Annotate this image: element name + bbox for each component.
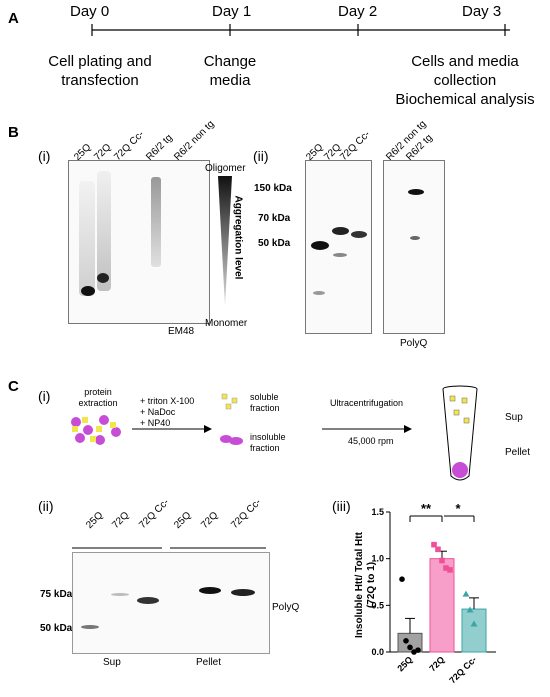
lane-label: 72Q (110, 509, 132, 531)
timeline-desc-2: Cells and media collection Biochemical a… (395, 53, 535, 108)
rpm-label: 45,000 rpm (348, 436, 394, 446)
arrow-2 (322, 425, 412, 433)
timeline-day-2: Day 2 (338, 3, 378, 20)
mw-label: 150 kDa (254, 183, 292, 194)
tube-pellet-label: Pellet (505, 447, 531, 458)
antibody-label-polyq-b: PolyQ (400, 338, 428, 349)
soluble-fraction-label: soluble fraction (250, 392, 280, 413)
timeline-day-3: Day 3 (462, 3, 502, 20)
data-point (439, 557, 445, 564)
mw-label: 50 kDa (258, 238, 291, 249)
blot-polyq-cells (305, 160, 372, 334)
x-tick-label: 72Q Cc- (447, 654, 478, 685)
oligomer-label: Oligomer (205, 163, 246, 174)
lane-group-lines (72, 547, 266, 549)
y-tick-label: 1.5 (371, 507, 384, 517)
significance-label: ** (421, 501, 432, 516)
data-point (470, 620, 478, 627)
x-tick-label: 72Q (427, 654, 446, 673)
timeline-axis (91, 24, 510, 36)
panel-c-iii-label: (iii) (332, 498, 351, 514)
panel-c-i-label: (i) (38, 388, 51, 404)
data-point (462, 590, 470, 597)
timeline-desc-1: Change media (203, 53, 257, 89)
panel-c-letter: C (8, 378, 19, 395)
data-point (431, 541, 437, 548)
blot-polyq-mice (383, 160, 445, 334)
lane-label: 72Q (199, 509, 221, 531)
panel-b-letter: B (8, 124, 19, 141)
blot-fractions (72, 552, 270, 654)
significance-label: * (455, 501, 461, 516)
mw-label: 75 kDa (40, 589, 73, 600)
ultracentrifugation-label: Ultracentrifugation (330, 398, 404, 408)
lane-label: 72Q Cc- (338, 128, 373, 163)
data-point (403, 638, 409, 644)
bar (429, 558, 455, 653)
soluble-icon (221, 393, 238, 410)
y-tick-label: 0.5 (371, 600, 384, 610)
panel-c-ii-label: (ii) (38, 498, 54, 514)
lane-label: R6/2 tg (144, 132, 175, 163)
lane-label: 72Q Cc- (137, 496, 172, 531)
timeline-day-0: Day 0 (70, 3, 110, 20)
panel-b-ii-label: (ii) (253, 148, 269, 164)
lane-label: 25Q (172, 509, 194, 531)
detergents-label: + triton X-100 + NaDoc + NP40 (140, 396, 195, 428)
aggregation-level-label: Aggregation level (232, 195, 244, 280)
arrow-1 (132, 425, 212, 433)
aggregation-wedge (218, 176, 232, 306)
insoluble-fraction-label: insoluble fraction (250, 432, 286, 453)
panel-a-letter: A (8, 10, 19, 27)
protein-extraction-label: protein extraction (78, 387, 118, 408)
data-point (407, 644, 413, 651)
lane-label: 25Q (84, 509, 106, 531)
timeline-day-1: Day 1 (212, 3, 252, 20)
blot-em48 (68, 160, 210, 324)
bar (461, 608, 487, 653)
tube-sup-label: Sup (505, 412, 523, 423)
lane-label: 72Q Cc- (229, 496, 264, 531)
data-point (443, 565, 449, 571)
lane-label: 72Q Cc- (112, 128, 147, 163)
mw-label: 50 kDa (40, 623, 73, 634)
timeline-desc-0: Cell plating and transfection (48, 53, 152, 89)
centrifuge-tube-icon (442, 385, 478, 481)
monomer-label: Monomer (205, 318, 248, 329)
data-point (466, 606, 474, 613)
panel-b-i-label: (i) (38, 148, 51, 164)
x-tick-label: 25Q (395, 654, 414, 673)
y-tick-label: 1.0 (371, 554, 384, 564)
insoluble-icon (220, 435, 243, 445)
group-label-sup: Sup (103, 657, 121, 668)
protein-mix-icon (71, 415, 121, 445)
lane-label: R6/2 non tg (172, 118, 217, 163)
data-point (399, 576, 405, 582)
data-point (435, 546, 441, 553)
mw-label: 70 kDa (258, 213, 291, 224)
data-point (447, 567, 453, 573)
group-label-pellet: Pellet (196, 657, 222, 668)
data-point (415, 647, 421, 653)
antibody-label-polyq-c: PolyQ (272, 602, 300, 613)
y-tick-label: 0.0 (371, 647, 384, 657)
antibody-label-em48: EM48 (168, 326, 195, 337)
